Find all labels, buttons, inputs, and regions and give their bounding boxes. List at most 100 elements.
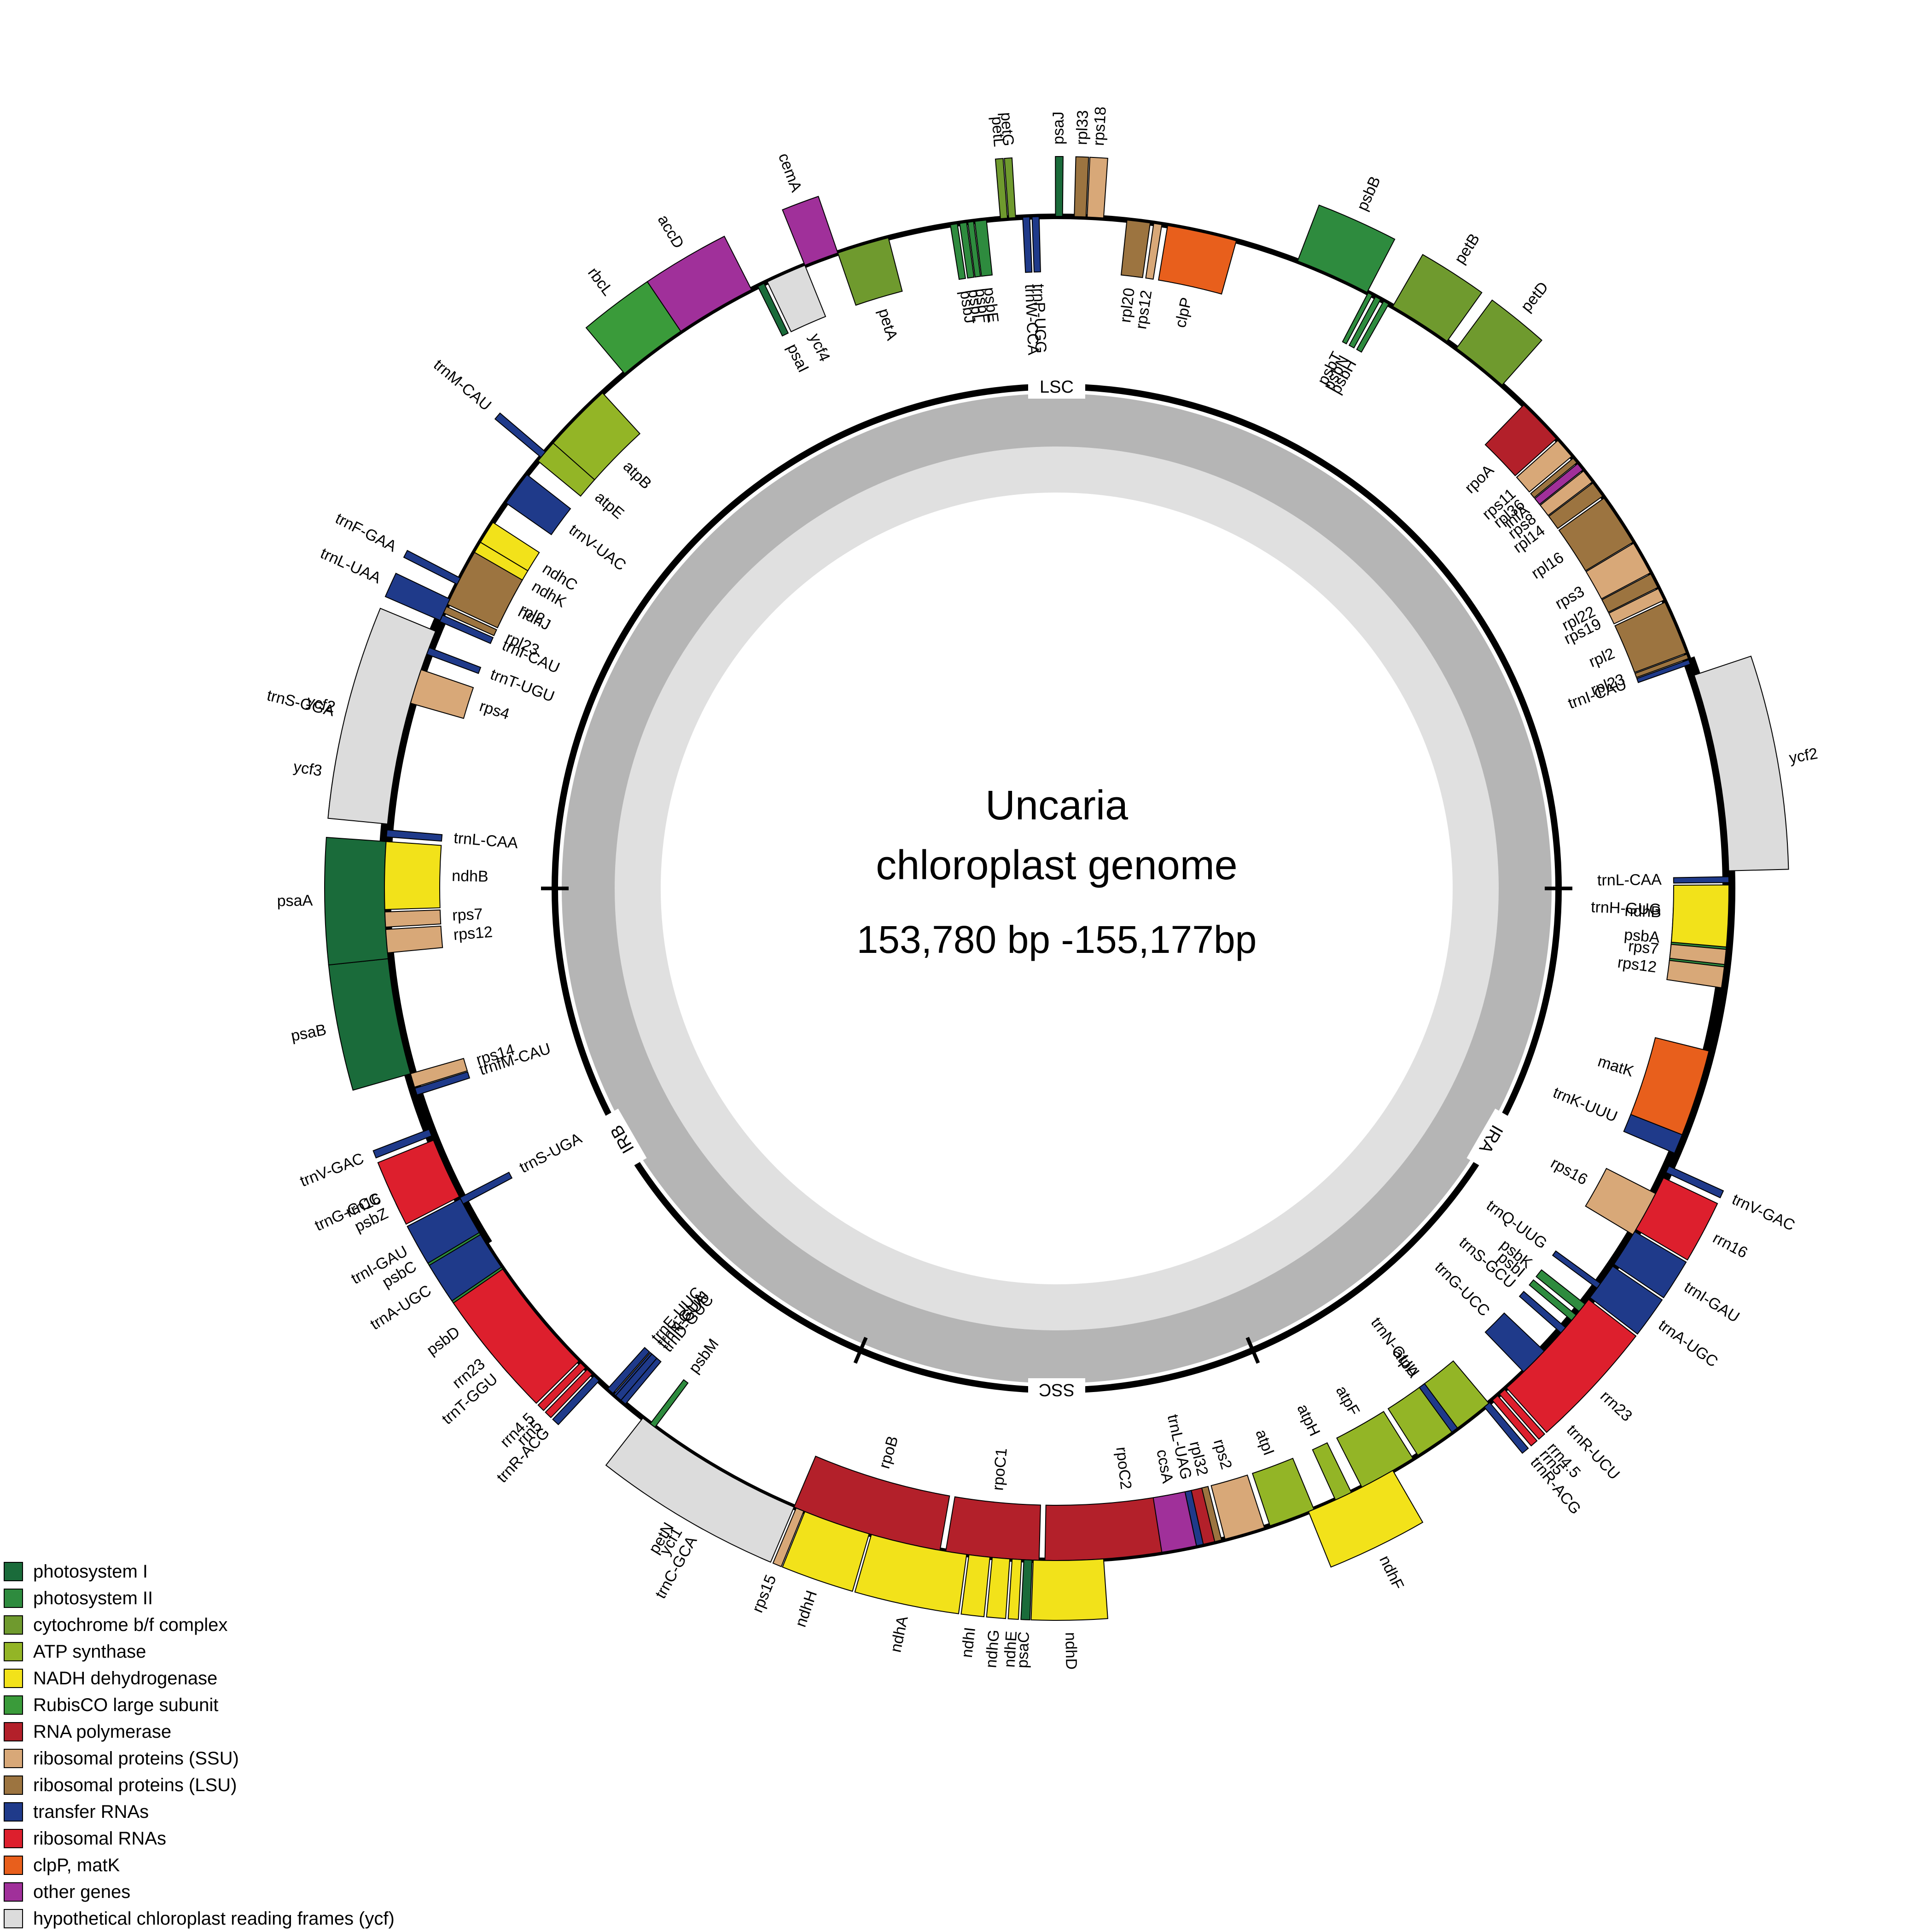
gene-trnq-uug: [1552, 1250, 1601, 1289]
legend-label: ribosomal proteins (LSU): [33, 1775, 237, 1795]
gene-label: matK: [1596, 1052, 1636, 1080]
gene-psbl: [959, 222, 975, 279]
gene-trnr-acg: [1483, 1402, 1529, 1454]
gene-psbh: [1356, 300, 1390, 353]
gene-trnp-ugg: [1031, 216, 1041, 273]
gene-trnk-uuu: [1623, 1114, 1683, 1154]
gene-rps4: [410, 669, 474, 719]
gene-petd: [1456, 299, 1542, 386]
gene-trnl-uaa: [384, 573, 451, 621]
gene-label: ycf3: [292, 758, 324, 780]
gene-trnl-uag: [1184, 1490, 1204, 1547]
gene-label: petG: [997, 112, 1017, 147]
gene-psaa: [324, 837, 389, 966]
gene-label: trnF-GAA: [332, 510, 399, 556]
gene-label: petA: [875, 307, 901, 342]
gene-label: psbA: [1623, 926, 1661, 946]
region-label-lsc: LSC: [1028, 375, 1085, 399]
legend-item-psII: photosystem II: [4, 1585, 395, 1612]
gene-rrn4-5: [1499, 1388, 1546, 1440]
gene-psbf: [967, 221, 981, 278]
gene-rps12: [385, 925, 443, 954]
gene-rps3: [1585, 542, 1651, 600]
gene-trnfm-cau: [414, 1071, 471, 1096]
gene-rps8: [1539, 470, 1593, 516]
gene-trnv-uac: [505, 474, 571, 535]
genome-size: 153,780 bp -155,177bp: [857, 918, 1257, 961]
gene-label: psbB: [1354, 174, 1384, 213]
gene-ndhg: [986, 1557, 1011, 1619]
gene-ndhi: [960, 1554, 991, 1618]
gene-cema: [782, 196, 838, 266]
gene-label: rrn23: [1597, 1387, 1635, 1425]
gene-rps15: [772, 1507, 805, 1567]
legend-label: other genes: [33, 1881, 131, 1902]
legend-item-cyt: cytochrome b/f complex: [4, 1612, 395, 1638]
gene-label: rps7: [452, 905, 483, 924]
gene-psbe: [974, 219, 993, 277]
gene-label: ndhB: [452, 867, 489, 886]
legend-label: hypothetical chloroplast reading frames …: [33, 1908, 395, 1929]
gene-label: trnV-GAC: [297, 1149, 366, 1190]
gene-label: rpl2: [1586, 644, 1617, 671]
gene-label: trnL-CAA: [453, 829, 519, 852]
legend-item-rbc: RubisCO large subunit: [4, 1692, 395, 1718]
gene-trnm-cau: [494, 412, 547, 458]
legend-item-other: other genes: [4, 1879, 395, 1905]
gene-rpl23: [442, 606, 497, 637]
gene-rrn23: [1506, 1299, 1637, 1433]
gene-trnn-guu: [1419, 1383, 1458, 1433]
gene-rps12: [1666, 960, 1725, 988]
gene-label: trnS-UGA: [517, 1130, 585, 1177]
legend-item-clp: clpP, matK: [4, 1852, 395, 1879]
gene-label: ndhG: [982, 1629, 1003, 1669]
gene-rpl2: [447, 551, 523, 629]
gene-ndhf: [1308, 1470, 1424, 1568]
gene-label: psbE: [980, 286, 1002, 324]
gene-rps11: [1516, 440, 1572, 493]
gene-label: atpB: [620, 458, 655, 493]
gene-label: rpl33: [1073, 110, 1092, 145]
gene-label: rps18: [1090, 106, 1110, 146]
gene-label: psaJ: [1050, 111, 1067, 145]
gene-label: rpoC1: [989, 1447, 1011, 1491]
gene-psab: [328, 958, 411, 1091]
gene-label: trnI-GAU: [1681, 1278, 1743, 1326]
legend-item-rpo: RNA polymerase: [4, 1718, 395, 1745]
gene-label: psaC: [1014, 1631, 1033, 1669]
gene-label: trnH-GUG: [1591, 899, 1662, 919]
gene-rrn5: [1491, 1395, 1538, 1447]
gene-rps19: [1608, 588, 1665, 625]
legend: photosystem I photosystem II cytochrome b/…: [4, 1558, 395, 1932]
region-label-text: SSC: [1039, 1380, 1075, 1399]
gene-ndha: [854, 1534, 967, 1614]
gene-rpl36: [1530, 458, 1578, 499]
gene-psai: [757, 283, 789, 337]
gene-label: ndhF: [1376, 1553, 1407, 1592]
legend-label: NADH dehydrogenase: [33, 1668, 218, 1688]
gene-label: rps4: [477, 697, 512, 723]
gene-label: petL: [988, 116, 1008, 147]
legend-label: photosystem I: [33, 1561, 148, 1582]
gene-trnw-cca: [1022, 216, 1033, 273]
gene-ycf4: [767, 265, 826, 332]
gene-trnl-caa: [1673, 876, 1729, 884]
gene-peta: [837, 237, 903, 306]
gene-rrn16: [377, 1139, 460, 1225]
legend-swatch: [4, 1749, 23, 1768]
gene-psbm: [649, 1379, 689, 1428]
legend-swatch: [4, 1802, 23, 1822]
gene-label: rpl20: [1117, 287, 1138, 324]
gene-trni-gau: [407, 1198, 480, 1264]
gene-label: trnN-GUU: [1367, 1314, 1423, 1381]
gene-label: atpE: [592, 488, 628, 522]
gene-rpl32: [1201, 1485, 1222, 1543]
gene-label: trnK-UUU: [1551, 1084, 1620, 1126]
legend-label: ATP synthase: [33, 1641, 146, 1662]
gene-ccsa: [1152, 1491, 1197, 1553]
gene-accd: [646, 235, 752, 332]
gene-label: ycf2: [1788, 745, 1819, 767]
gene-rpl23: [1634, 653, 1689, 678]
legend-item-rrna: ribosomal RNAs: [4, 1825, 395, 1852]
